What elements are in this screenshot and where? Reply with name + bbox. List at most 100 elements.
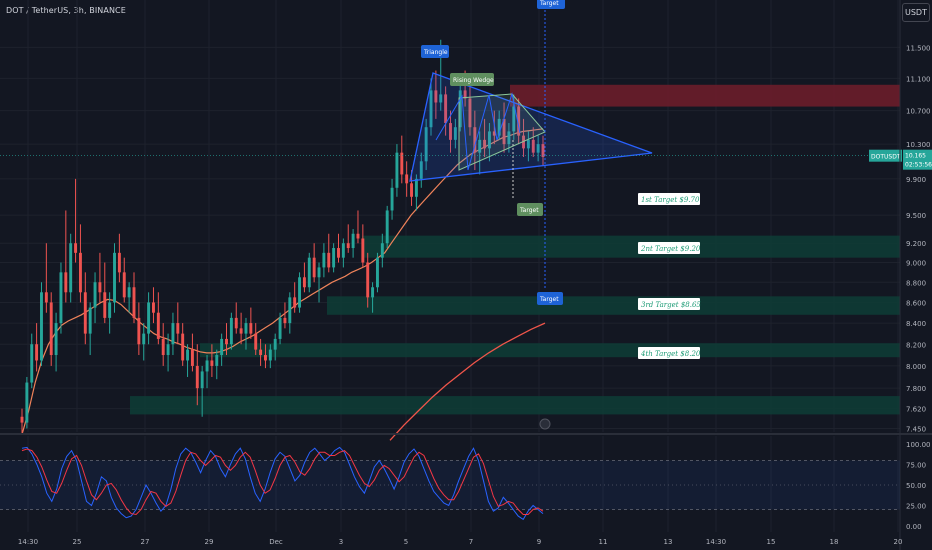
annotation-1: Rising Wedge [453,77,494,84]
candle-body-27 [152,302,155,313]
candle-body-28 [156,312,160,339]
annotation-3: Target [539,296,559,303]
candle-body-18 [108,302,112,318]
candle-body-11 [74,243,78,253]
candle-body-31 [171,323,175,345]
zone-support-1 [362,235,900,258]
candle-body-98 [497,118,501,136]
y-tick-10: 9.500 [906,212,926,220]
candle-body-15 [93,282,97,308]
candle-body-26 [147,302,151,334]
oscillator-line-1 [21,448,544,516]
annotation-2: Target [519,207,539,214]
candle-body-38 [205,360,209,372]
target-label-2: 2nt Target $9.20 [640,245,701,253]
candle-body-78 [400,152,404,175]
candle-body-4 [40,292,43,361]
y-tick-15: 11.500 [906,44,931,52]
candle-body-69 [356,233,360,239]
target-label-4: 4th Target $8.20 [640,350,701,358]
zone-support-2 [327,296,900,315]
candle-body-22 [127,287,131,298]
candle-body-41 [220,338,224,356]
candle-body-73 [375,257,379,288]
y-tick-14: 11.100 [906,75,931,83]
osc-y-tick-2: 50.00 [906,482,926,490]
y-tick-2: 7.800 [906,385,926,393]
candle-body-83 [424,127,428,162]
oscillator-line-0 [21,446,544,521]
price-badge-countdown: 02:53:56 [905,162,932,169]
annotation-box-2 [517,203,543,216]
candle-body-87 [444,94,448,124]
candle-body-48 [254,333,258,350]
candle-body-105 [531,139,535,153]
candle-body-17 [103,292,107,318]
currency-button[interactable]: USDT [902,3,930,22]
lightning-icon[interactable] [539,418,551,430]
x-tick-4: Dec [269,538,283,546]
candle-body-88 [449,123,452,140]
candle-body-74 [380,243,384,258]
target-label-box-4 [638,347,700,359]
candle-body-42 [225,338,228,345]
y-tick-8: 9.000 [906,260,926,268]
price-zones: 1st Target $9.70 2nt Target $9.20 3rd Targ… [130,84,900,415]
moving-average-lines [21,128,546,441]
candle-body-66 [341,243,345,258]
candle-body-58 [302,277,306,288]
candle-body-85 [434,90,438,103]
candle-body-24 [137,317,141,345]
zone-support-4 [130,396,900,415]
y-tick-7: 8.800 [906,279,926,287]
candle-body-54 [283,317,287,324]
candle-body-56 [293,297,297,308]
x-tick-13: 18 [830,538,839,546]
candle-body-51 [268,349,272,361]
symbol-badge-text: DOTUSDT [871,154,901,161]
candle-body-30 [166,344,170,356]
wave-zigzag [435,92,521,171]
candle-body-2 [30,344,34,383]
x-tick-7: 7 [469,538,473,546]
x-tick-5: 3 [339,538,343,546]
y-tick-3: 8.000 [906,363,926,371]
candle-body-64 [332,248,336,268]
y-tick-12: 10.300 [906,141,931,149]
candle-body-70 [361,238,365,263]
candle-body-81 [414,178,418,197]
annotation-0: Triangle [423,49,448,56]
annotation-4: Target [539,0,559,7]
osc-y-tick-1: 25.00 [906,502,926,510]
candle-body-80 [410,183,413,197]
y-tick-0: 7.450 [906,425,926,433]
candle-body-0 [20,416,24,423]
candle-body-32 [176,323,180,334]
candle-body-49 [259,349,263,356]
x-tick-12: 15 [767,538,776,546]
candle-body-57 [298,277,302,308]
candle-body-102 [517,106,521,136]
candle-body-94 [478,139,482,153]
oscillator-band [0,460,900,510]
candle-body-86 [439,94,443,103]
candle-body-25 [142,333,146,345]
candle-body-14 [88,307,92,334]
x-tick-11: 14:30 [706,538,726,546]
y-tick-9: 9.200 [906,240,926,248]
y-tick-6: 8.600 [906,299,926,307]
candle-body-61 [317,267,321,278]
candle-body-39 [210,360,214,366]
candle-body-71 [366,262,370,298]
x-tick-0: 14:30 [18,538,38,546]
y-tick-1: 7.620 [906,406,926,414]
drawing-tools-layer: Triangle Rising Wedge Target Target Target [409,0,653,305]
candle-body-29 [161,338,165,356]
target-label-box-2 [638,242,700,254]
annotation-box-3 [537,292,563,305]
candle-body-100 [507,131,511,145]
osc-y-tick-4: 100.00 [906,441,931,449]
candle-body-36 [195,365,199,389]
